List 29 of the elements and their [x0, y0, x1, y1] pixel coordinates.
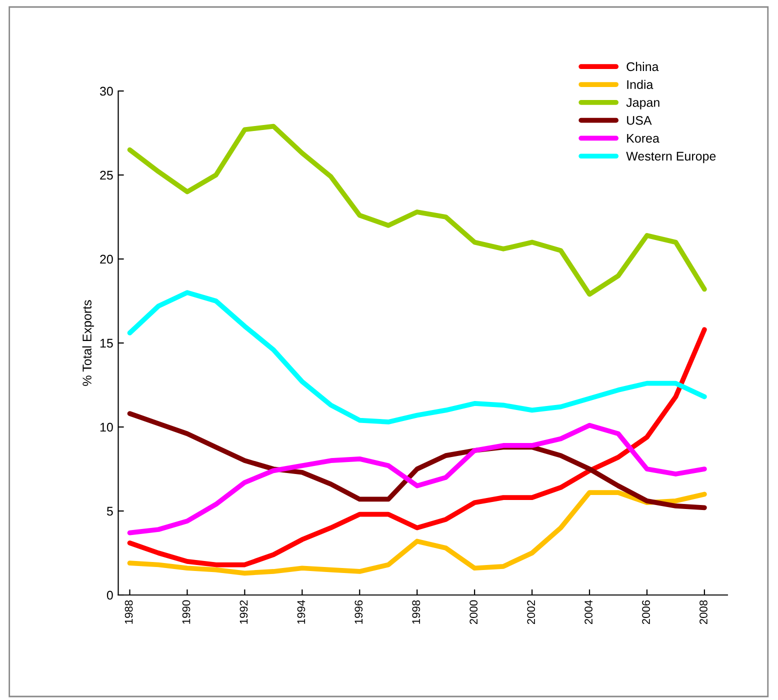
legend-label: Japan: [626, 98, 660, 110]
legend-label: China: [626, 62, 659, 72]
x-tick-label: 2004: [584, 600, 592, 624]
legend-label: India: [627, 80, 654, 90]
x-tick-label: 2006: [642, 600, 650, 624]
legend-label: Western Europe: [626, 152, 716, 164]
y-tick-label: 30: [100, 86, 113, 96]
legend-label: Korea: [627, 134, 660, 143]
y-tick-label: 5: [106, 506, 113, 516]
x-tick-label: 1992: [240, 600, 248, 624]
y-tick-label: 20: [100, 254, 113, 264]
line-series: [127, 422, 707, 536]
legend-label: USA: [627, 116, 652, 125]
x-tick-label: 2000: [470, 600, 478, 624]
x-tick-label: 1994: [297, 600, 306, 624]
x-tick-label: 2002: [527, 600, 536, 624]
line-series: [127, 490, 707, 576]
y-tick-label: 0: [106, 590, 113, 600]
x-tick-label: 2008: [700, 600, 708, 624]
x-tick-label: 1990: [182, 600, 190, 624]
line-series: [127, 290, 707, 424]
y-tick-label: 10: [100, 422, 113, 432]
y-tick-label: 25: [100, 170, 113, 180]
line-series: [127, 327, 707, 568]
x-tick-label: 1988: [124, 600, 133, 624]
x-tick-label: 1996: [354, 600, 363, 624]
x-tick-label: 1998: [412, 600, 420, 624]
y-tick-label: 15: [100, 338, 113, 348]
y-axis-title: % Total Exports: [82, 300, 94, 386]
